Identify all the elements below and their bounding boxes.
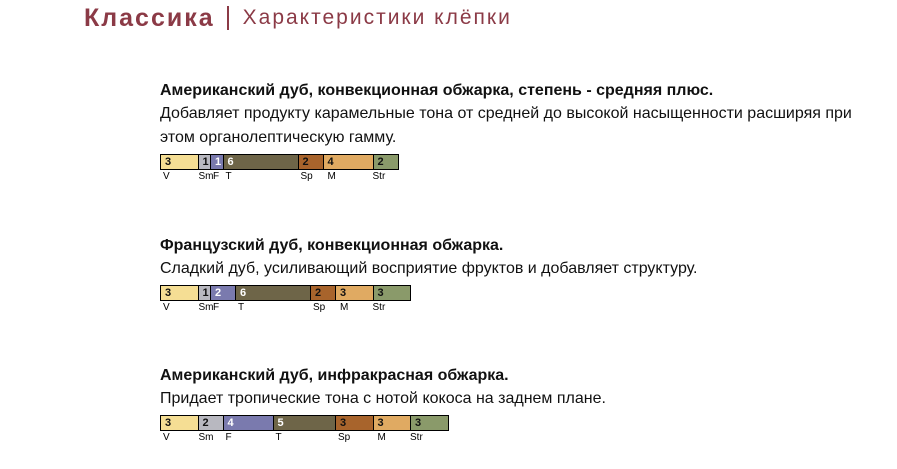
label-sp: Sp <box>300 171 313 182</box>
segment-sm: 1 <box>198 286 211 300</box>
label-sm: Sm <box>198 432 214 443</box>
segment-v: 3 <box>161 416 199 430</box>
label-sp: Sp <box>338 432 351 443</box>
label-sm: Sm <box>198 302 214 313</box>
header-separator <box>226 6 229 30</box>
label-sp: Sp <box>313 302 326 313</box>
label-m: M <box>340 302 349 313</box>
segment-m: 3 <box>373 416 411 430</box>
segment-f: 4 <box>223 416 274 430</box>
segment-f: 1 <box>211 155 224 169</box>
segment-sm: 1 <box>198 155 211 169</box>
segment-m: 4 <box>323 155 374 169</box>
segment-str: 3 <box>373 286 411 300</box>
label-f: F <box>213 302 220 313</box>
profile-bar-labels: V Sm F T Sp M Str <box>160 302 860 316</box>
segment-str: 3 <box>411 416 449 430</box>
segment-sm: 2 <box>198 416 224 430</box>
segment-t: 6 <box>223 155 299 169</box>
segment-sp: 2 <box>311 286 336 300</box>
label-str: Str <box>372 171 386 182</box>
label-v: V <box>163 432 170 443</box>
section-title: Американский дуб, конвекционная обжарка,… <box>160 82 714 99</box>
segment-sp: 3 <box>336 416 374 430</box>
segment-v: 3 <box>161 286 199 300</box>
profile-bar-labels: V Sm F T Sp M Str <box>160 171 860 185</box>
label-t: T <box>275 432 282 443</box>
profile-section-2: Французский дуб, конвекционная обжарка. … <box>160 236 860 316</box>
segment-t: 6 <box>236 286 311 300</box>
segment-v: 3 <box>161 155 199 169</box>
section-title: Американский дуб, инфракрасная обжарка. <box>160 367 509 384</box>
segment-sp: 2 <box>298 155 324 169</box>
label-f: F <box>225 432 232 443</box>
section-description: Придает тропические тона с нотой кокоса … <box>160 390 606 407</box>
label-sm: Sm <box>198 171 214 182</box>
section-title: Французский дуб, конвекционная обжарка. <box>160 237 504 254</box>
label-v: V <box>163 171 170 182</box>
segment-t: 5 <box>273 416 336 430</box>
label-t: T <box>225 171 232 182</box>
header: Классика Характеристики клёпки <box>84 2 512 34</box>
profile-section-1: Американский дуб, конвекционная обжарка,… <box>160 81 860 185</box>
label-m: M <box>327 171 336 182</box>
profile-section-3: Американский дуб, инфракрасная обжарка. … <box>160 366 860 446</box>
label-v: V <box>163 302 170 313</box>
header-subtitle: Характеристики клёпки <box>242 6 512 29</box>
label-m: M <box>377 432 386 443</box>
segment-f: 2 <box>211 286 236 300</box>
label-str: Str <box>410 432 423 443</box>
segment-str: 2 <box>373 155 399 169</box>
label-str: Str <box>372 302 386 313</box>
section-description: Добавляет продукту карамельные тона от с… <box>160 105 852 146</box>
segment-m: 3 <box>336 286 374 300</box>
label-t: T <box>238 302 245 313</box>
label-f: F <box>213 171 220 182</box>
brand-title: Классика <box>84 3 215 32</box>
section-description: Сладкий дуб, усиливающий восприятие фрук… <box>160 260 698 277</box>
profile-bar-labels: V Sm F T Sp M Str <box>160 432 860 446</box>
